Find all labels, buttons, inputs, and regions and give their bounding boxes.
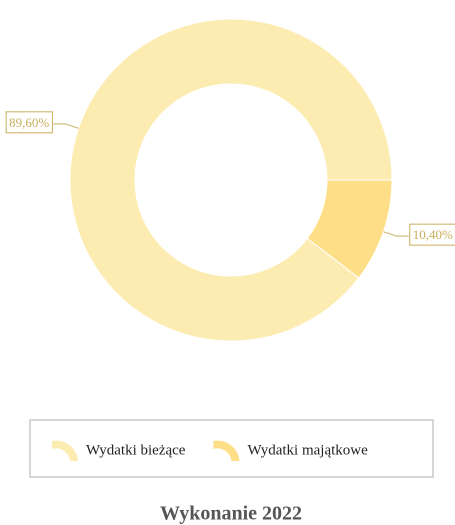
legend-icon [213, 440, 240, 461]
leader-line [383, 231, 409, 237]
legend-label: Wydatki majątkowe [247, 442, 368, 458]
slice [69, 18, 393, 342]
leader-line [53, 123, 79, 129]
data-label: 89,60% [9, 115, 49, 130]
chart-title: Wykonanie 2022 [160, 503, 302, 525]
data-label: 10,40% [413, 227, 453, 242]
slice [306, 179, 393, 279]
legend-label: Wydatki bieżące [86, 442, 186, 458]
legend-box [29, 419, 434, 478]
data-label-box [5, 111, 53, 134]
data-label-box [409, 223, 455, 246]
legend-icon [52, 440, 78, 461]
